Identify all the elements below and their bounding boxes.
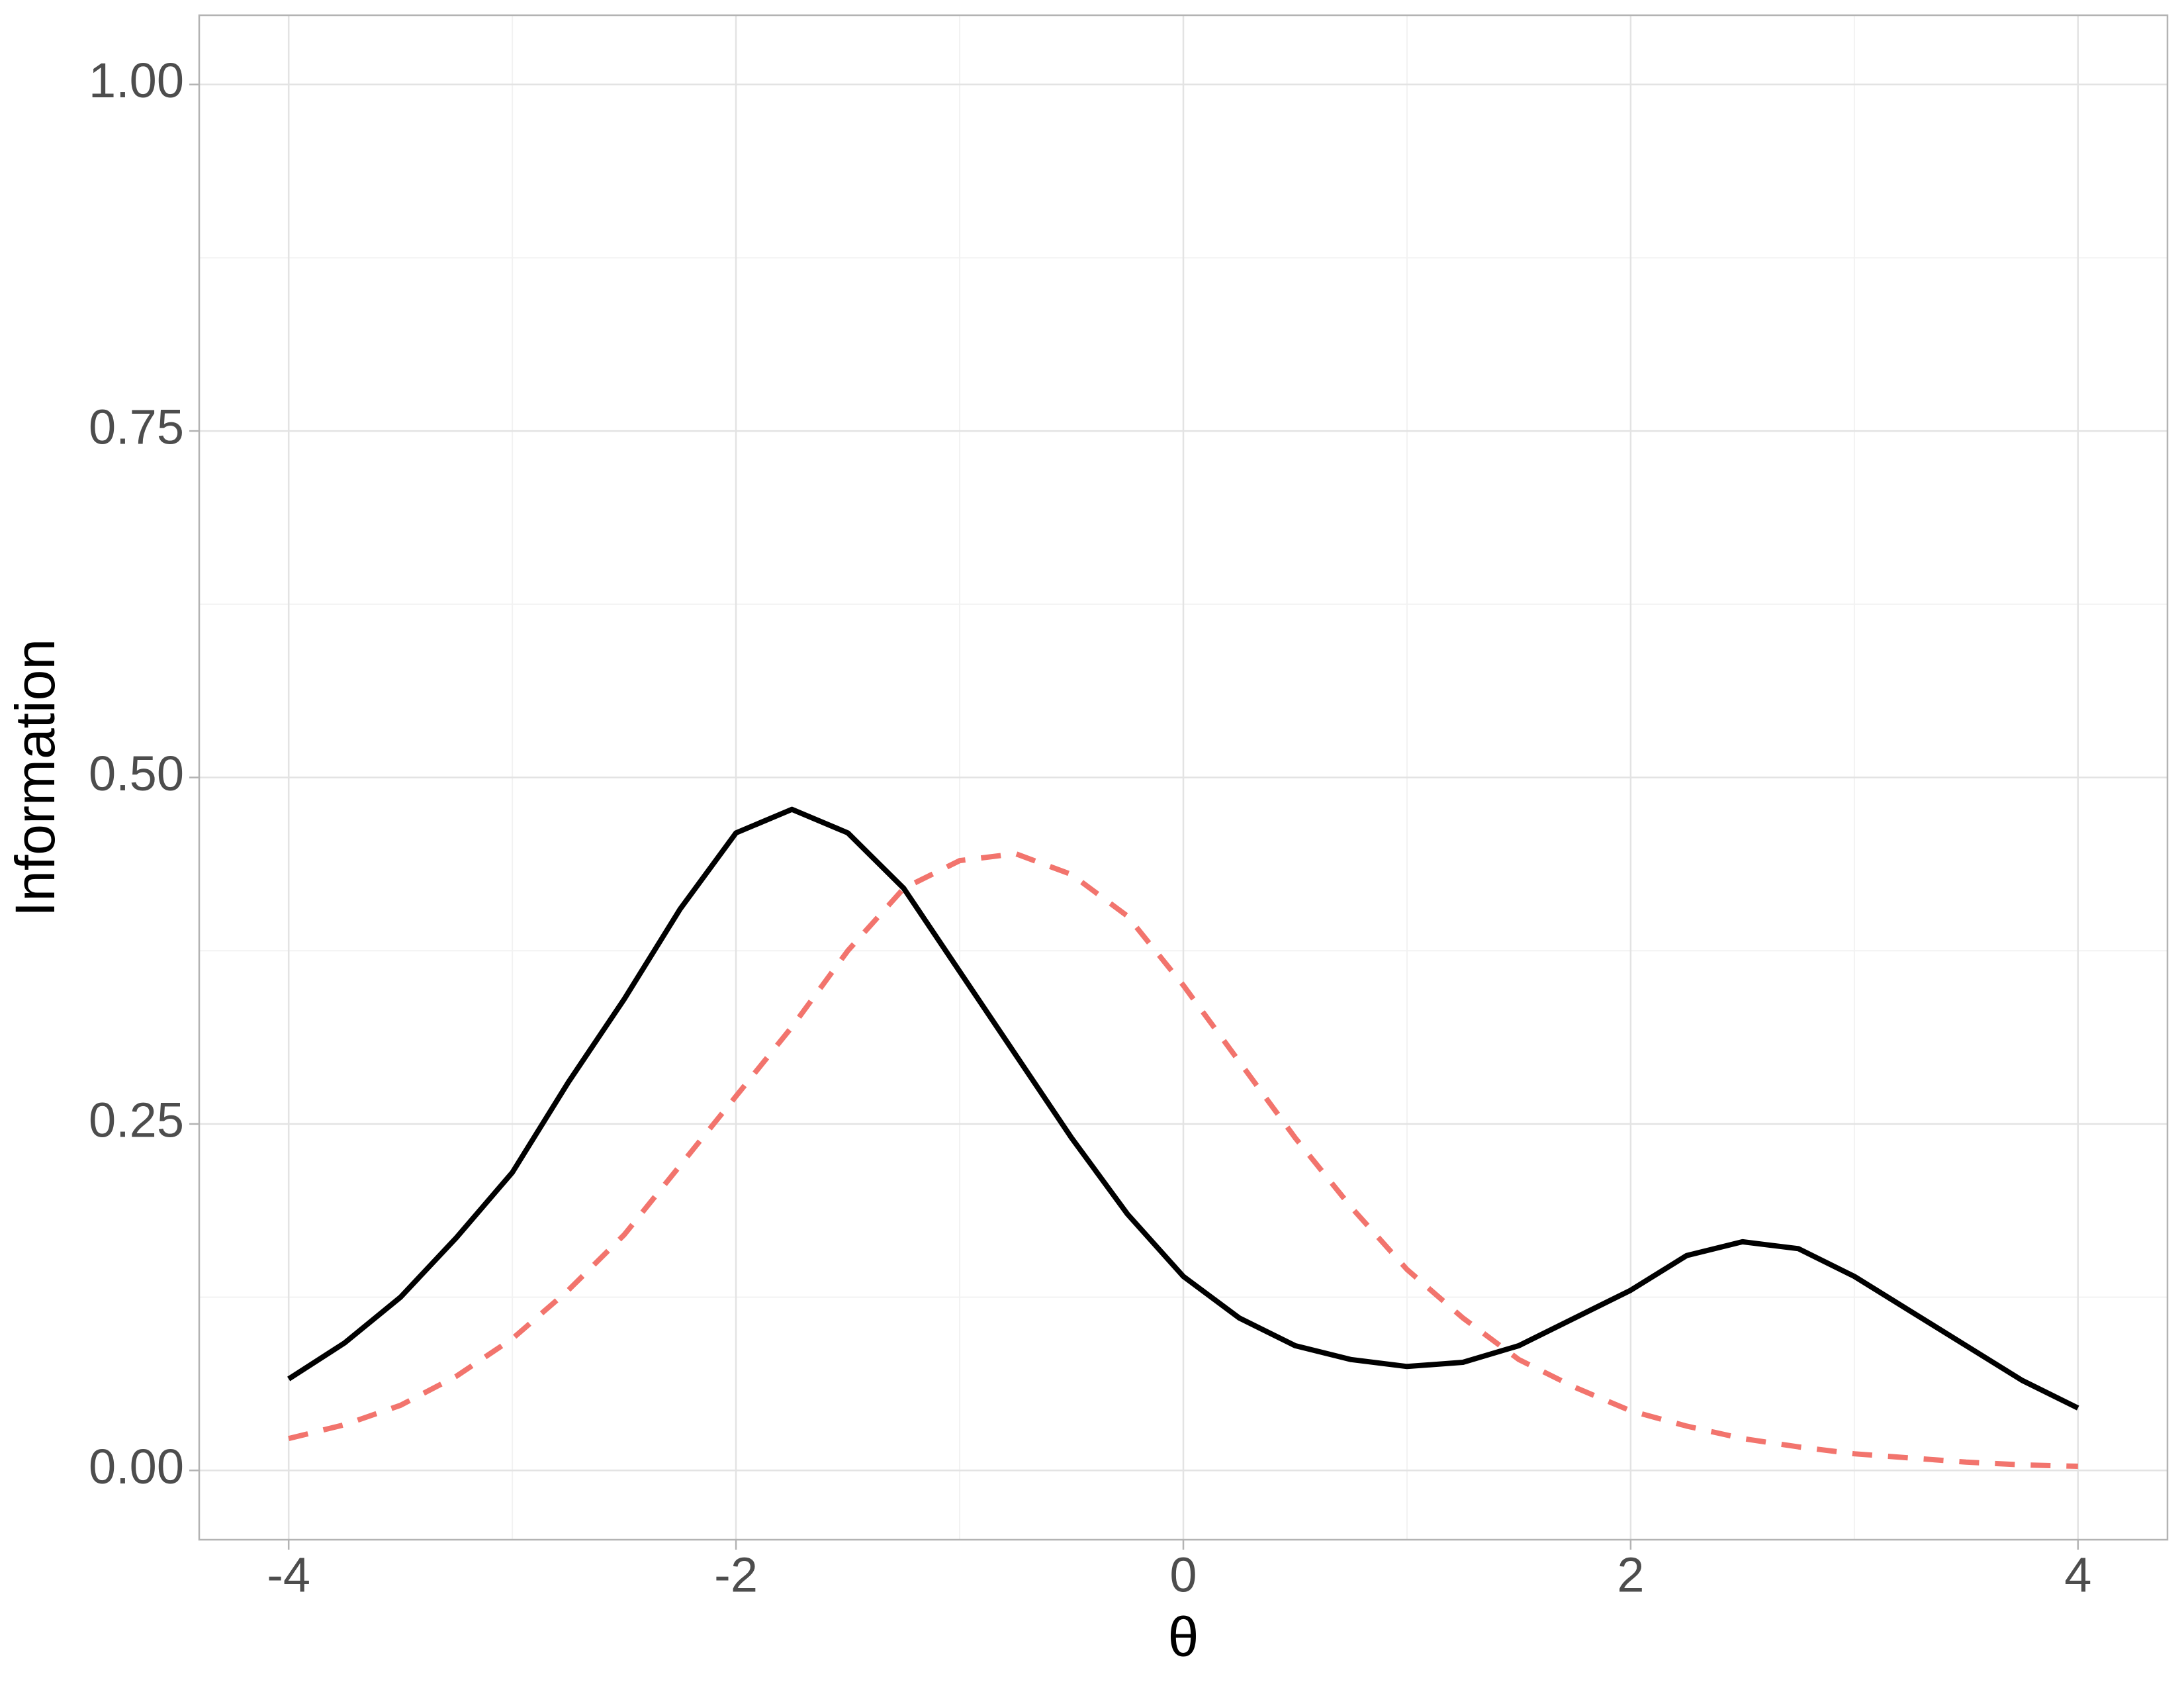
series-line — [287, 806, 2079, 1411]
y-tick-label: 0.50 — [89, 746, 184, 801]
y-tick-label: 1.00 — [89, 53, 184, 108]
x-tick-label: 2 — [1617, 1548, 1644, 1603]
y-tick-label: 0.00 — [89, 1439, 184, 1494]
x-axis-title: θ — [1168, 1606, 1199, 1668]
series-line — [288, 851, 2078, 1470]
x-tick-label: 4 — [2064, 1548, 2091, 1603]
grid — [199, 15, 2167, 1540]
x-tick-label: 0 — [1169, 1548, 1197, 1603]
y-tick-label: 0.75 — [89, 400, 184, 455]
lines — [287, 806, 2079, 1470]
x-tick-label: -4 — [267, 1548, 310, 1603]
axes: -4 -2 0 2 4 0.00 0.25 0.50 0.75 1.00 — [89, 53, 2091, 1602]
x-tick-label: -2 — [714, 1548, 758, 1603]
y-axis-title: Information — [4, 639, 66, 917]
y-tick-label: 0.25 — [89, 1092, 184, 1147]
